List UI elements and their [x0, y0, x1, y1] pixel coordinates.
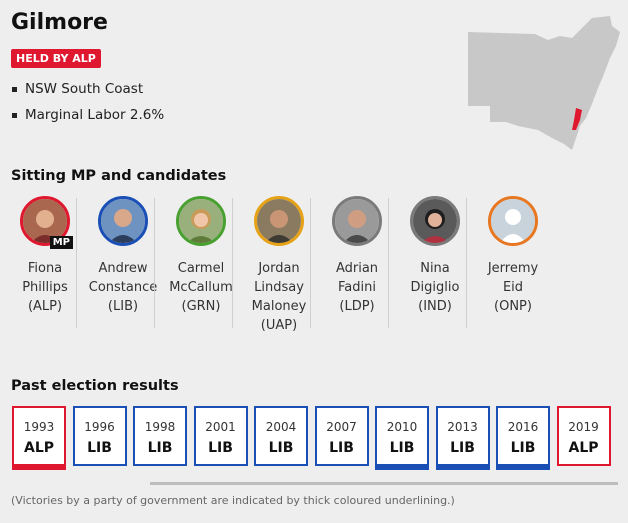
candidate-name: Adrian Fadini (LDP)	[335, 261, 379, 314]
result-year: 2001	[205, 420, 236, 434]
candidate-name: Jordan Lindsay Maloney (UAP)	[251, 261, 307, 333]
result-year: 1996	[84, 420, 115, 434]
result-party: LIB	[329, 440, 354, 456]
result-card[interactable]: 2007 LIB	[314, 406, 369, 466]
result-year: 2010	[386, 420, 418, 434]
result-party: LIB	[208, 440, 233, 456]
candidate-card[interactable]: Jordan Lindsay Maloney (UAP)	[232, 196, 318, 336]
result-card[interactable]: 1998 LIB	[133, 406, 187, 466]
result-card[interactable]: 2013 LIB	[435, 406, 490, 470]
candidate-avatar	[332, 196, 382, 246]
result-party: LIB	[268, 440, 294, 456]
candidate-avatar	[488, 196, 538, 246]
candidate-name: Fiona Phillips (ALP)	[22, 261, 68, 314]
result-year: 2016	[507, 420, 539, 434]
held-by-badge: HELD BY ALP	[11, 49, 101, 68]
candidate-name: Carmel McCallum (GRN)	[169, 261, 233, 314]
win-underline	[12, 465, 66, 470]
candidate-avatar	[410, 196, 460, 246]
candidate-card[interactable]: Jerremy Eid (ONP)	[466, 196, 552, 336]
result-year: 2004	[265, 420, 297, 434]
footnote: (Victories by a party of government are …	[11, 494, 455, 507]
result-party: LIB	[147, 440, 173, 456]
result-party: LIB	[510, 440, 536, 456]
candidates-heading: Sitting MP and candidates	[11, 168, 227, 184]
win-underline	[496, 465, 550, 470]
candidate-card[interactable]: Carmel McCallum (GRN)	[154, 196, 240, 336]
candidate-list: MP Fiona Phillips (ALP) Andrew Constance…	[6, 196, 586, 336]
candidate-avatar: MP	[20, 196, 73, 249]
seat-title: Gilmore	[11, 10, 108, 35]
result-party: ALP	[23, 440, 55, 456]
win-underline	[375, 465, 429, 470]
result-party: LIB	[389, 440, 415, 456]
win-underline	[435, 465, 490, 470]
horizontal-scrollbar[interactable]	[150, 482, 618, 485]
seat-facts: NSW South Coast Marginal Labor 2.6%	[11, 80, 164, 132]
result-year: 1998	[144, 420, 176, 434]
result-party: LIB	[450, 440, 475, 456]
candidate-card[interactable]: Adrian Fadini (LDP)	[310, 196, 396, 336]
result-year: 1993	[23, 420, 55, 434]
result-year: 2013	[447, 420, 478, 434]
result-party: LIB	[87, 440, 112, 456]
candidate-name: Jerremy Eid (ONP)	[487, 261, 539, 314]
results-list: 1993 ALP 1996 LIB 1998 LIB 2001 LIB 2004 LIB …	[12, 406, 617, 470]
candidate-avatar	[98, 196, 148, 246]
result-card[interactable]: 2016 LIB	[496, 406, 550, 470]
nsw-map	[468, 16, 620, 150]
result-year: 2019	[568, 420, 599, 434]
result-card[interactable]: 2019 ALP	[556, 406, 611, 466]
candidate-name: Nina Digiglio (IND)	[410, 261, 460, 314]
result-card[interactable]: 1996 LIB	[72, 406, 127, 466]
results-heading: Past election results	[11, 378, 179, 394]
result-card[interactable]: 1993 ALP	[12, 406, 66, 470]
result-year: 2007	[326, 420, 357, 434]
result-card[interactable]: 2010 LIB	[375, 406, 429, 470]
gilmore-highlight	[572, 108, 582, 130]
mp-badge: MP	[49, 236, 73, 249]
fact-margin: Marginal Labor 2.6%	[11, 106, 164, 132]
candidate-card[interactable]: Nina Digiglio (IND)	[388, 196, 474, 336]
result-card[interactable]: 2001 LIB	[193, 406, 248, 466]
candidate-card[interactable]: Andrew Constance (LIB)	[76, 196, 162, 336]
result-party: ALP	[568, 440, 599, 456]
candidate-avatar	[176, 196, 226, 246]
fact-region: NSW South Coast	[11, 80, 164, 106]
nsw-shape	[468, 16, 620, 150]
candidate-card[interactable]: MP Fiona Phillips (ALP)	[6, 196, 84, 336]
result-card[interactable]: 2004 LIB	[254, 406, 308, 466]
candidate-name: Andrew Constance (LIB)	[88, 261, 158, 314]
candidate-avatar	[254, 196, 304, 246]
